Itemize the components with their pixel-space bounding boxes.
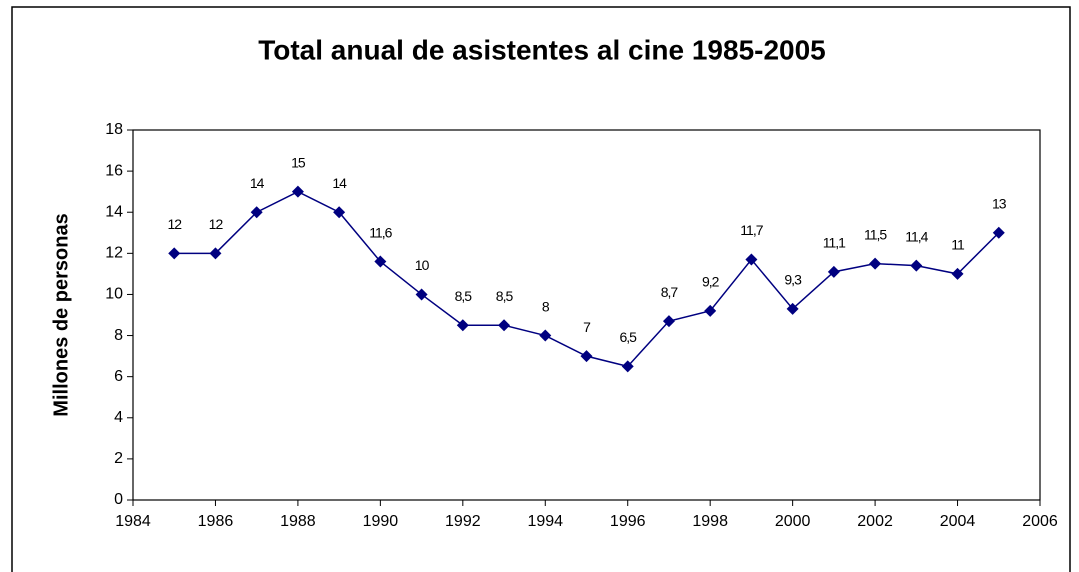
data-label: 11 bbox=[951, 237, 965, 253]
y-tick-label: 0 bbox=[114, 491, 123, 508]
marker bbox=[745, 253, 758, 266]
marker bbox=[209, 247, 222, 260]
x-tick-label: 2002 bbox=[857, 513, 893, 530]
data-label: 13 bbox=[992, 195, 1007, 211]
y-tick-label: 8 bbox=[114, 327, 123, 344]
y-axis-label: Millones de personas bbox=[50, 213, 72, 416]
data-label: 11,7 bbox=[740, 222, 763, 238]
marker bbox=[498, 319, 511, 332]
chart-title: Total anual de asistentes al cine 1985-2… bbox=[258, 34, 826, 65]
data-label: 10 bbox=[415, 257, 430, 273]
marker bbox=[168, 247, 181, 260]
y-tick-label: 6 bbox=[114, 368, 123, 385]
x-tick-label: 1990 bbox=[363, 513, 399, 530]
data-label: 6,5 bbox=[619, 329, 637, 345]
x-tick-label: 1996 bbox=[610, 513, 646, 530]
x-tick-label: 1994 bbox=[527, 513, 563, 530]
y-tick-label: 14 bbox=[105, 203, 123, 220]
marker bbox=[910, 259, 923, 272]
data-label: 9,3 bbox=[784, 272, 802, 288]
x-tick-label: 1986 bbox=[198, 513, 234, 530]
data-label: 11,1 bbox=[823, 235, 846, 251]
data-label: 8,5 bbox=[496, 288, 514, 304]
y-tick-label: 10 bbox=[105, 286, 123, 303]
x-tick-label: 1988 bbox=[280, 513, 316, 530]
marker bbox=[333, 206, 346, 219]
marker bbox=[869, 257, 882, 270]
data-label: 12 bbox=[167, 216, 182, 232]
data-label: 11,4 bbox=[905, 228, 928, 244]
chart-frame bbox=[11, 6, 1071, 572]
marker bbox=[786, 302, 799, 315]
data-label: 14 bbox=[332, 175, 347, 191]
y-tick-label: 16 bbox=[105, 162, 123, 179]
x-tick-label: 1992 bbox=[445, 513, 481, 530]
data-label: 12 bbox=[209, 216, 224, 232]
x-tick-label: 2000 bbox=[775, 513, 811, 530]
data-label: 9,2 bbox=[702, 274, 720, 290]
data-label: 8,5 bbox=[455, 288, 473, 304]
x-tick-label: 1998 bbox=[692, 513, 728, 530]
marker bbox=[539, 329, 552, 342]
marker bbox=[827, 265, 840, 278]
plot-area bbox=[132, 129, 1041, 501]
marker bbox=[415, 288, 428, 301]
data-label: 8,7 bbox=[661, 284, 679, 300]
data-label: 7 bbox=[583, 319, 591, 335]
marker bbox=[374, 255, 387, 268]
x-tick-label: 2006 bbox=[1022, 513, 1058, 530]
series-line bbox=[174, 190, 1000, 368]
marker bbox=[291, 185, 304, 198]
y-tick-label: 12 bbox=[105, 245, 123, 262]
x-tick-label: 2004 bbox=[940, 513, 976, 530]
y-tick-label: 4 bbox=[114, 409, 123, 426]
marker bbox=[456, 319, 469, 332]
x-tick-label: 1984 bbox=[115, 513, 151, 530]
marker bbox=[580, 350, 593, 363]
data-label: 8 bbox=[542, 298, 550, 314]
data-label: 11,5 bbox=[864, 226, 887, 242]
data-label: 11,6 bbox=[369, 224, 392, 240]
data-label: 15 bbox=[291, 154, 306, 170]
y-tick-label: 2 bbox=[114, 450, 123, 467]
marker bbox=[662, 315, 675, 328]
marker bbox=[951, 267, 964, 280]
data-label: 14 bbox=[250, 175, 265, 191]
y-tick-label: 18 bbox=[105, 121, 123, 138]
marker bbox=[704, 304, 717, 317]
marker bbox=[621, 360, 634, 373]
marker bbox=[992, 226, 1005, 239]
marker bbox=[250, 206, 263, 219]
